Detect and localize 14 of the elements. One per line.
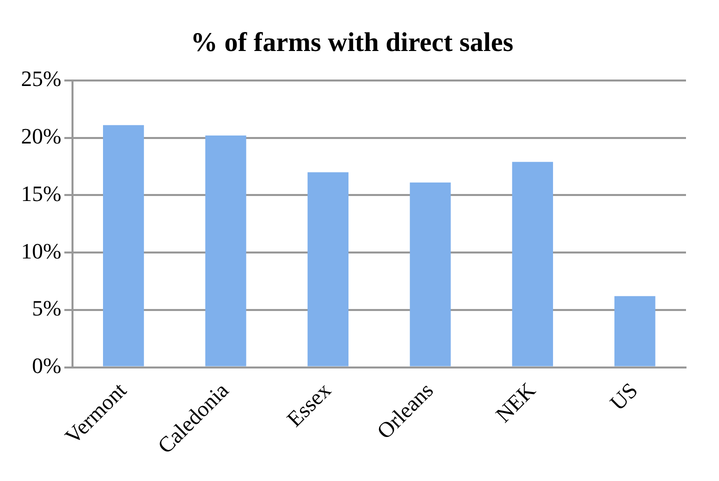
chart-title: % of farms with direct sales	[190, 27, 514, 58]
y-tick-label: 15%	[21, 180, 62, 206]
bar	[103, 125, 144, 366]
y-tick-label: 5%	[32, 296, 62, 321]
y-tick-label: 20%	[21, 124, 62, 149]
bar	[614, 296, 656, 366]
x-tick-label: US	[604, 378, 642, 416]
y-tick-label: 25%	[21, 66, 62, 92]
y-tick-label: 0%	[32, 353, 62, 378]
bar	[410, 182, 451, 366]
bar	[308, 172, 348, 366]
bar	[205, 135, 246, 366]
y-tick-label: 10%	[21, 238, 62, 264]
bar	[512, 162, 554, 366]
